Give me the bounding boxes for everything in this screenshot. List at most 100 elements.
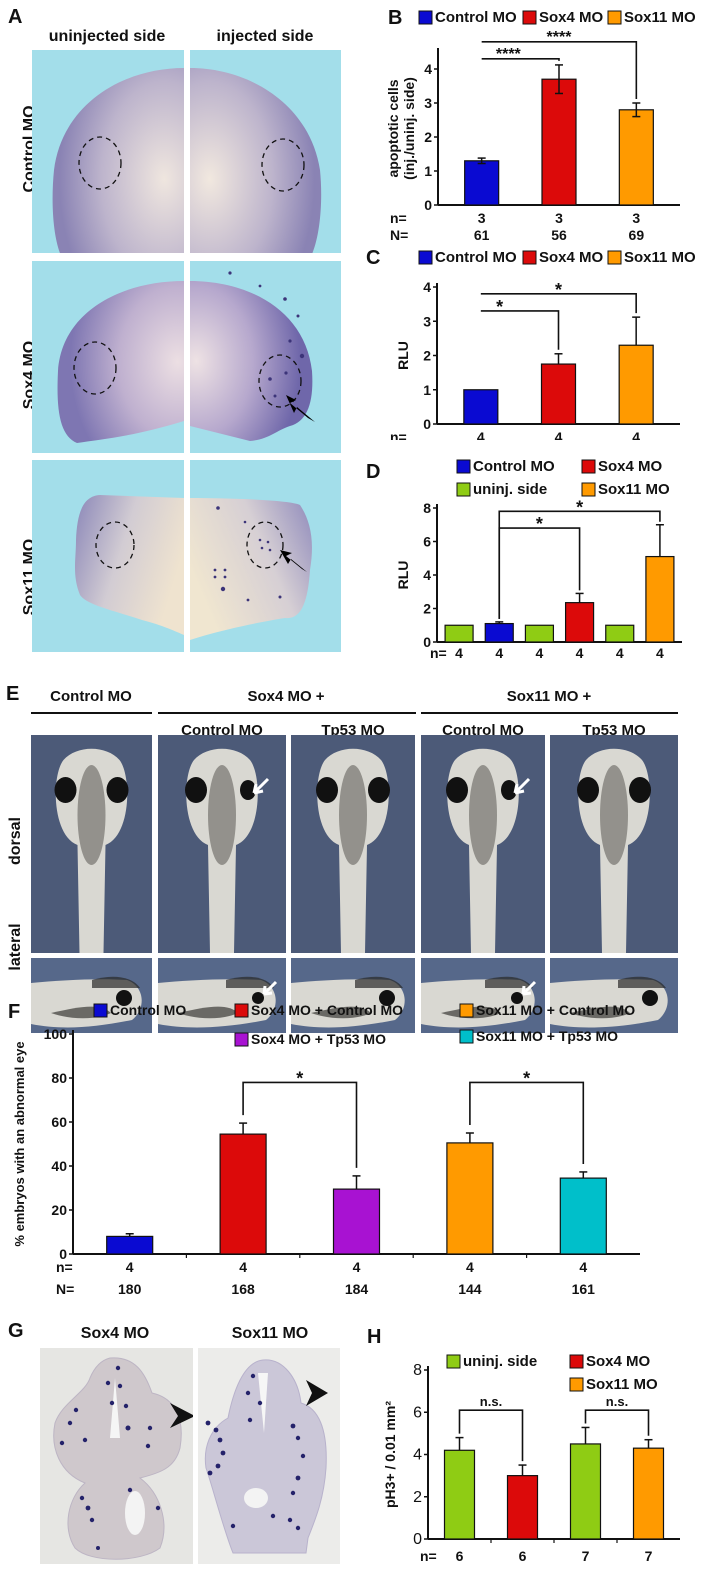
- y-axis-label: RLU: [395, 561, 411, 590]
- legend-swatch: [569, 1377, 584, 1392]
- tadpole-photo-lateral: [421, 958, 545, 1033]
- divider: [31, 712, 152, 714]
- y-axis-label: % embryos with an abnormal eye: [12, 1041, 27, 1246]
- arrow-icon: [252, 777, 270, 795]
- panel-letter: C: [366, 247, 380, 269]
- panel-letter: H: [367, 1326, 381, 1348]
- tadpole-drawing: [291, 976, 405, 1028]
- embryo-photo-sox11-injected: [190, 460, 341, 652]
- chart-c: C Control MO Sox4 MO Sox11 MO 0 1 2 3 4 RLU n= 4 4 4 *…: [366, 247, 696, 440]
- divider: [421, 712, 678, 714]
- significance-label: *: [555, 280, 562, 300]
- tadpole-photo-dorsal: [550, 735, 678, 953]
- count-value: 4: [536, 645, 544, 661]
- count-value: 4: [555, 429, 563, 440]
- legend-swatch: [522, 250, 537, 265]
- count-value: 4: [616, 645, 624, 661]
- count-value: 4: [656, 645, 664, 661]
- legend-swatch: [607, 10, 622, 25]
- legend-swatch: [418, 250, 433, 265]
- eye-field-outline: [78, 136, 122, 190]
- y-tick-label: 1: [424, 163, 432, 179]
- panel-letter: D: [366, 461, 380, 483]
- legend-swatch: [581, 459, 596, 474]
- count-value: 56: [551, 227, 567, 240]
- tadpole-photo-dorsal: [158, 735, 286, 953]
- bar: [524, 624, 555, 643]
- legend-swatch: [418, 10, 433, 25]
- embryo-photo-sox11-uninjected: [32, 460, 184, 652]
- embryo-photo-control-injected: [190, 50, 341, 253]
- y-tick-label: 100: [44, 1026, 68, 1042]
- significance-bracket: [498, 510, 661, 619]
- bar: [332, 1188, 381, 1255]
- panel-e-letter: E: [6, 683, 20, 705]
- significance-label: n.s.: [480, 1394, 502, 1409]
- significance-label: *: [523, 1068, 530, 1088]
- legend-swatch: [459, 1029, 474, 1044]
- bar: [564, 602, 595, 643]
- arrow-icon: [280, 550, 307, 572]
- count-row-label: n=: [430, 645, 447, 661]
- legend-swatch: [581, 482, 596, 497]
- panel-e-row-label-lateral: lateral: [7, 923, 24, 971]
- divider: [158, 712, 416, 714]
- count-value: 4: [455, 645, 463, 661]
- significance-bracket: [242, 1081, 358, 1168]
- legend-label: Sox11 MO: [598, 481, 670, 498]
- significance-label: *: [496, 297, 503, 317]
- arrowhead-icon: [170, 1403, 193, 1428]
- count-row-label: N=: [390, 227, 408, 240]
- count-value: 4: [126, 1259, 134, 1275]
- bar: [444, 624, 474, 643]
- bar: [541, 78, 577, 206]
- panel-g-header-sox4: Sox4 MO: [80, 1325, 150, 1342]
- bar: [618, 109, 654, 206]
- count-row-label: n=: [420, 1548, 437, 1564]
- count-value: 4: [632, 429, 640, 440]
- y-tick-label: 2: [423, 601, 431, 617]
- count-value: 4: [353, 1259, 361, 1275]
- embryo-photo-sox4-injected: [190, 261, 341, 453]
- count-value: 184: [345, 1281, 369, 1297]
- eye-field-outline: [73, 341, 117, 395]
- bar: [540, 363, 577, 425]
- tadpole-drawing: [550, 976, 668, 1028]
- count-row-label: n=: [390, 429, 407, 440]
- legend-swatch: [93, 1003, 108, 1018]
- significance-label: *: [536, 514, 543, 534]
- eye-field-outline: [261, 138, 305, 192]
- y-axis-label: pH3+ / 0.01 mm²: [382, 1401, 398, 1508]
- y-axis-label: RLU: [395, 341, 411, 370]
- y-tick-label: 0: [423, 634, 431, 650]
- y-tick-label: 0: [424, 197, 432, 213]
- count-value: 4: [477, 429, 485, 440]
- embryo-photo-control-uninjected: [32, 50, 184, 253]
- count-value: 4: [466, 1259, 474, 1275]
- arrow-icon: [513, 777, 531, 795]
- panel-e-group-header-sox4: Sox4 MO +: [247, 688, 325, 705]
- y-tick-label: 3: [423, 313, 431, 329]
- embryo-drawing: [190, 68, 322, 253]
- y-tick-label: 0: [59, 1246, 67, 1262]
- legend-label: Sox4 MO: [598, 458, 663, 475]
- y-tick-label: 3: [424, 95, 432, 111]
- legend-swatch: [522, 10, 537, 25]
- section-photo-sox11: [198, 1348, 340, 1564]
- legend-swatch: [456, 482, 471, 497]
- bar: [618, 344, 654, 425]
- legend-label: Sox4 MO: [586, 1353, 651, 1370]
- embryo-drawing: [57, 281, 184, 443]
- panel-e-group-header-sox11: Sox11 MO +: [506, 688, 592, 705]
- count-value: 7: [582, 1548, 590, 1564]
- count-value: 4: [495, 645, 503, 661]
- y-tick-label: 1: [423, 382, 431, 398]
- panel-e-row-label-dorsal: dorsal: [7, 817, 24, 866]
- y-tick-label: 6: [423, 534, 431, 550]
- significance-bracket: [481, 41, 638, 99]
- embryo-drawing: [190, 271, 315, 441]
- y-tick-label: 0: [413, 1531, 422, 1548]
- arrow-icon: [521, 980, 537, 996]
- legend-label: Control MO: [435, 9, 517, 26]
- significance-bracket: [584, 1409, 650, 1436]
